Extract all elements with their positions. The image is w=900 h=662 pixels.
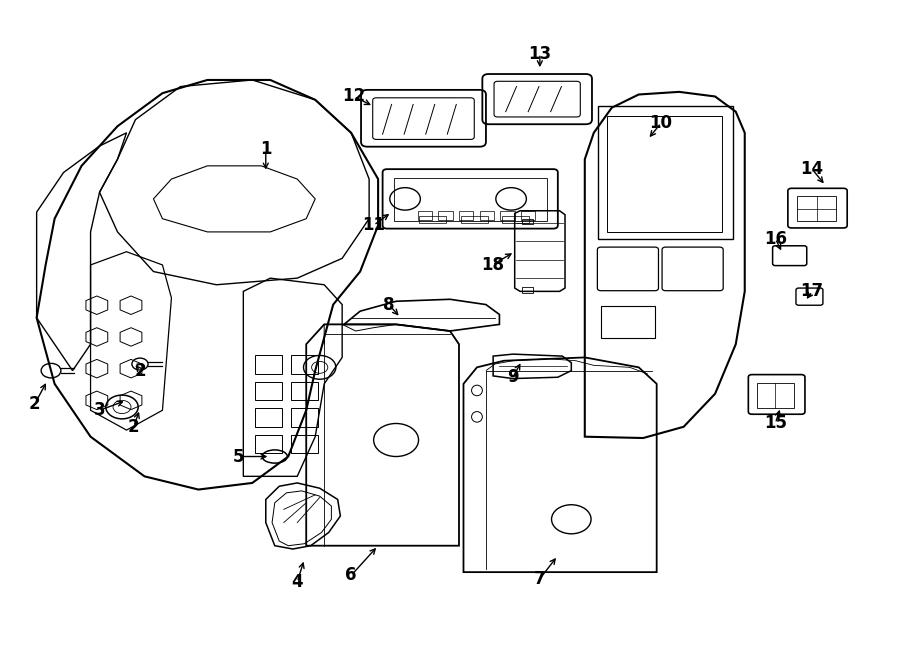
Bar [502, 216, 529, 222]
Bar [255, 435, 282, 453]
Text: 5: 5 [233, 448, 245, 465]
Text: 2: 2 [29, 395, 40, 412]
Bar [601, 306, 655, 338]
Bar [394, 177, 547, 221]
Bar [480, 211, 494, 220]
Bar [796, 196, 836, 221]
Bar [461, 216, 488, 222]
Bar [255, 355, 282, 374]
Bar [459, 211, 473, 220]
Bar [291, 408, 318, 427]
Text: 2: 2 [128, 418, 140, 436]
Bar [291, 435, 318, 453]
Text: 4: 4 [292, 573, 303, 591]
Bar [500, 211, 515, 220]
Text: 16: 16 [764, 230, 787, 248]
Bar [291, 355, 318, 374]
Text: 18: 18 [481, 256, 504, 274]
Text: 3: 3 [94, 401, 105, 419]
Text: 9: 9 [507, 368, 518, 386]
Bar [522, 218, 533, 224]
Text: 6: 6 [346, 567, 357, 585]
Bar [521, 211, 535, 220]
Text: 14: 14 [801, 160, 824, 178]
Bar [291, 382, 318, 401]
Bar [757, 383, 794, 408]
Bar [255, 408, 282, 427]
Text: 1: 1 [260, 140, 272, 158]
Bar [608, 117, 723, 232]
Bar [522, 287, 533, 293]
Text: 17: 17 [801, 283, 824, 301]
Bar [418, 211, 432, 220]
Bar [438, 211, 453, 220]
Bar [255, 382, 282, 401]
Text: 2: 2 [134, 361, 146, 379]
Text: 12: 12 [342, 87, 365, 105]
Text: 13: 13 [528, 44, 552, 62]
Text: 15: 15 [764, 414, 787, 432]
Text: 10: 10 [650, 114, 672, 132]
Text: 8: 8 [383, 295, 394, 314]
Text: 7: 7 [534, 570, 545, 588]
Text: 11: 11 [362, 216, 385, 234]
Bar [419, 216, 446, 222]
